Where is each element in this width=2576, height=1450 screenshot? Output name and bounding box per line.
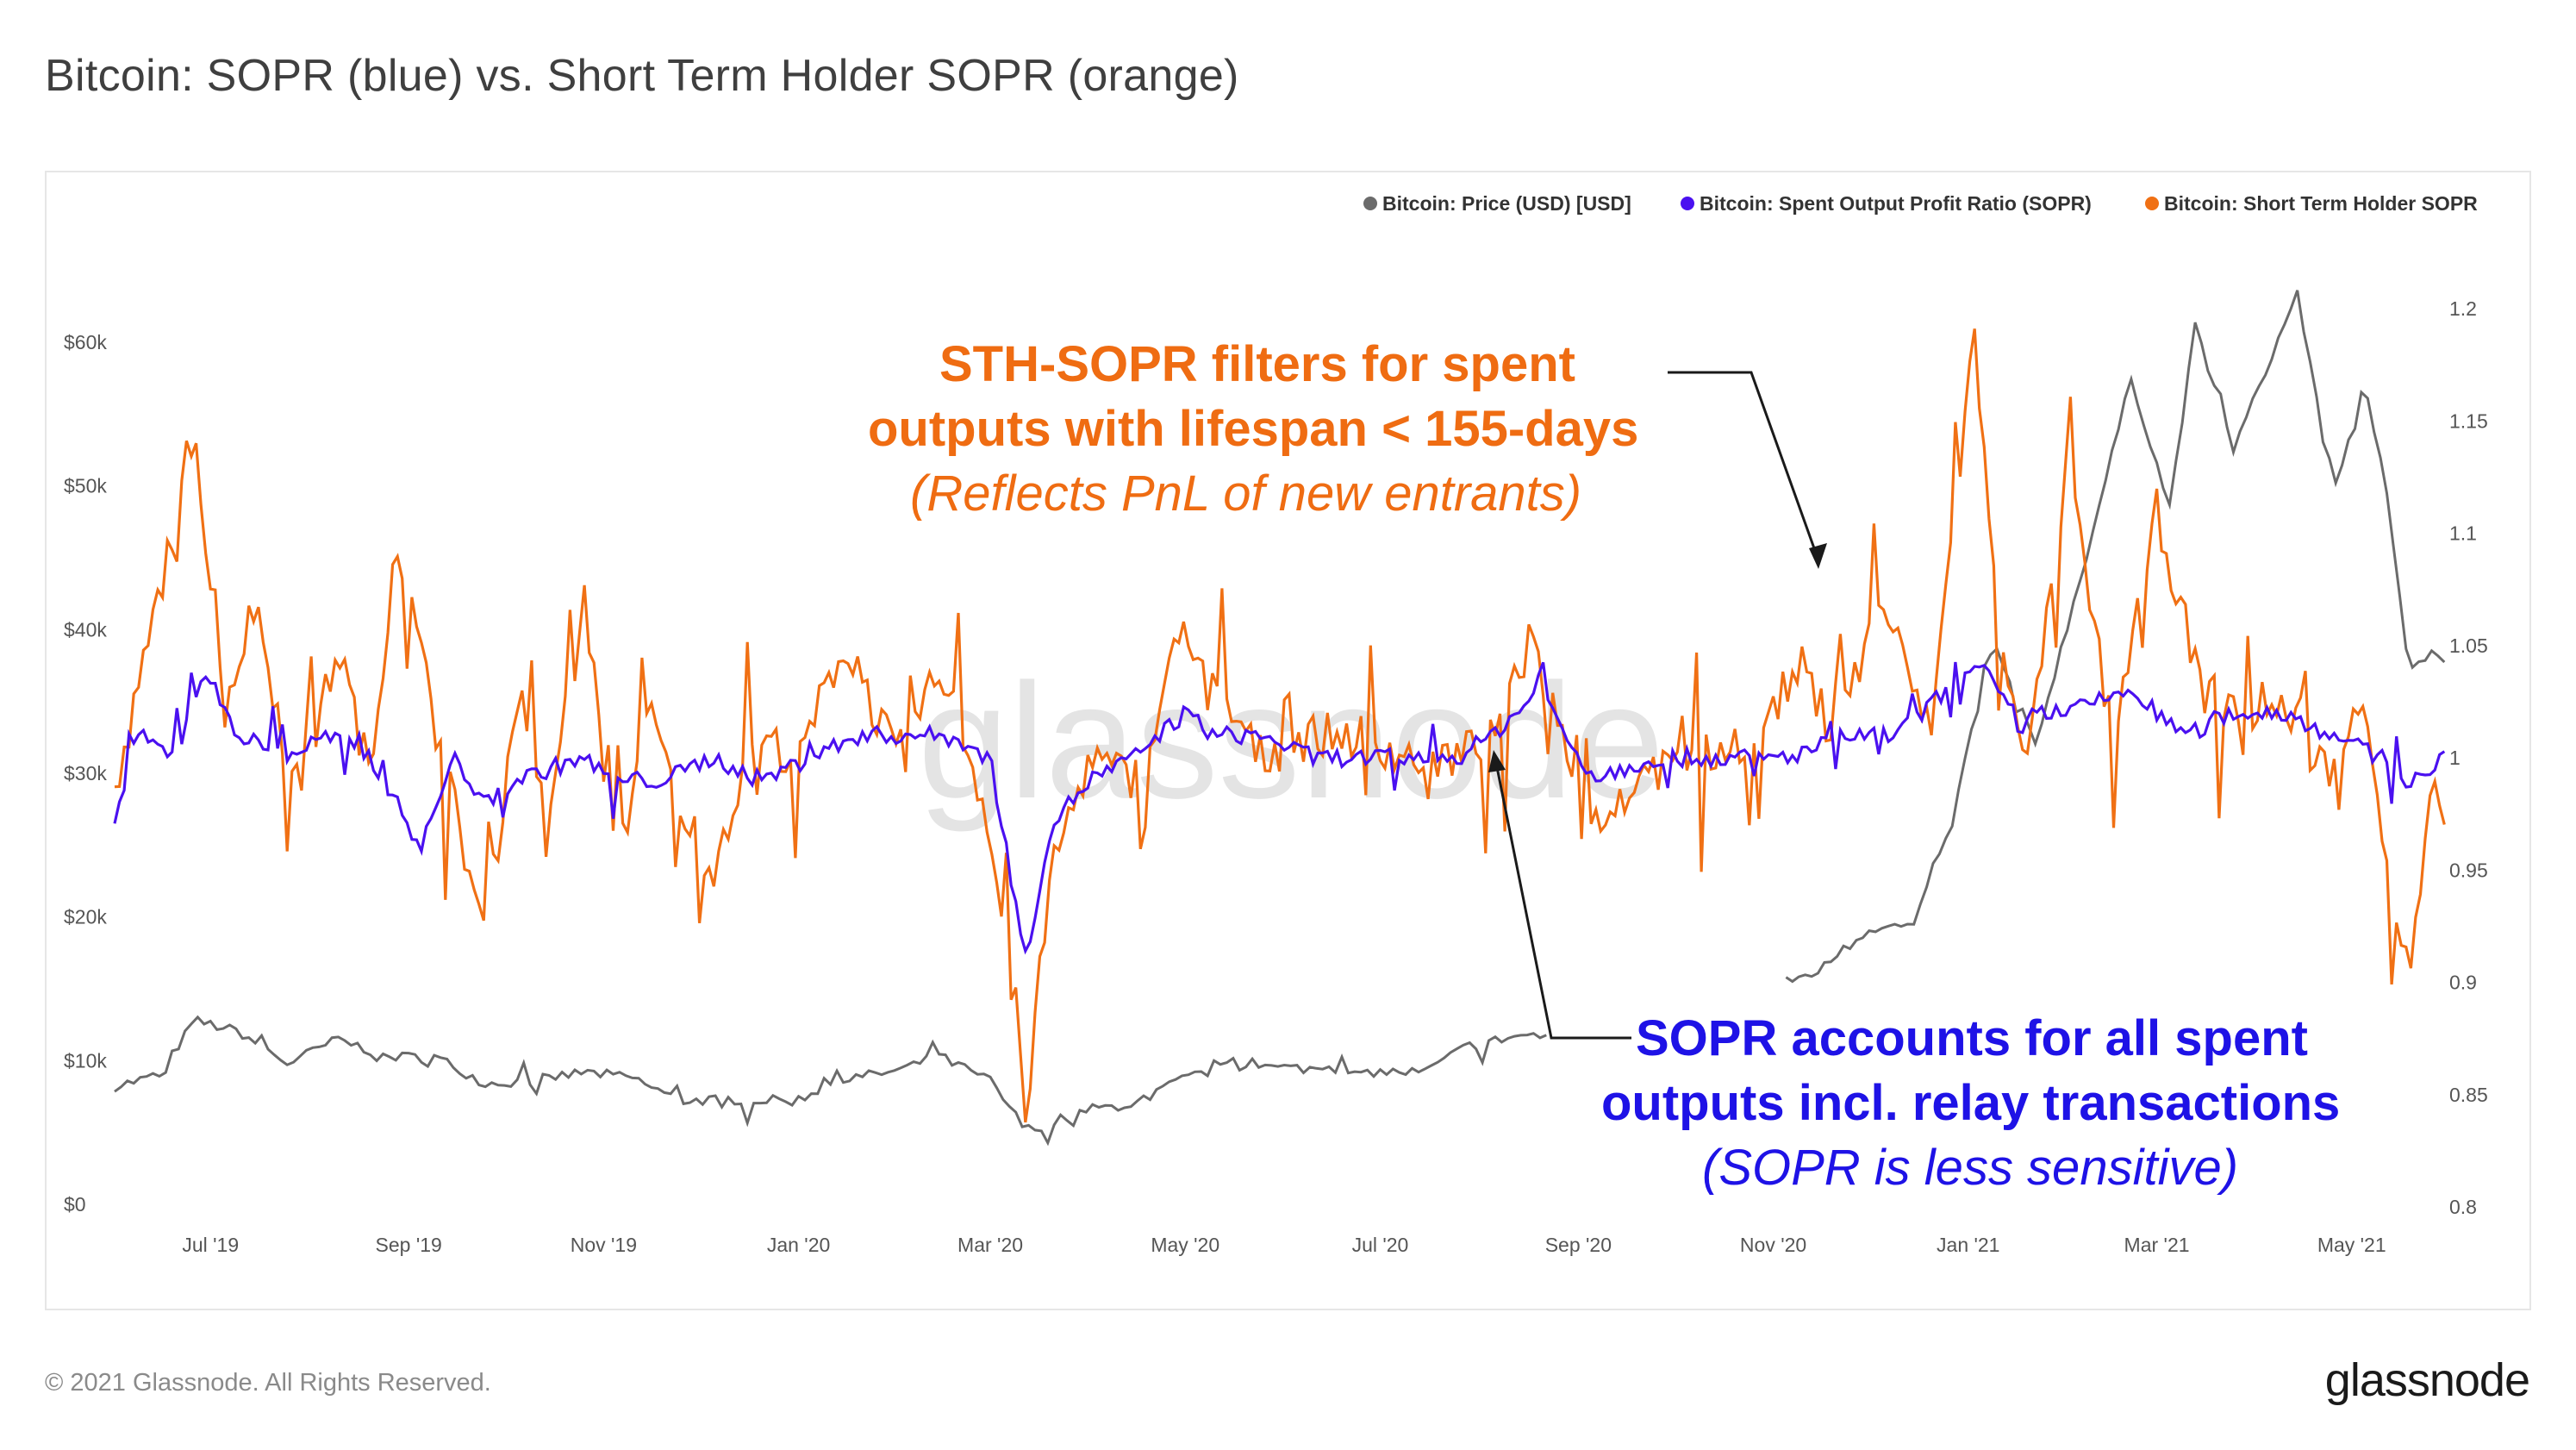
x-tick-label: Jul '19	[182, 1234, 239, 1256]
series-sopr-line	[113, 661, 2446, 955]
x-tick-label: Nov '20	[1740, 1234, 1806, 1256]
watermark: glassnode	[918, 650, 1664, 833]
y-right-tick-label: 0.95	[2449, 859, 2488, 881]
x-tick-label: Mar '20	[957, 1234, 1023, 1256]
legend-price-label: Bitcoin: Price (USD) [USD]	[1382, 192, 1631, 215]
y-right-tick-label: 1.2	[2449, 297, 2477, 320]
series-price-line	[114, 1015, 1547, 1147]
y-right-tick-label: 1.15	[2449, 409, 2488, 432]
y-left-tick-label: $0	[64, 1193, 86, 1216]
series-price-line	[1785, 290, 2446, 984]
x-tick-label: Mar '21	[2124, 1234, 2190, 1256]
y-right-tick-label: 1.1	[2449, 522, 2477, 545]
legend: Bitcoin: Price (USD) [USD] Bitcoin: Spen…	[1363, 192, 2478, 215]
y-right-tick-label: 1.05	[2449, 634, 2488, 657]
y-right-tick-label: 0.85	[2449, 1084, 2488, 1106]
sth-arrow-line	[1668, 371, 1820, 561]
x-tick-label: May '21	[2317, 1234, 2386, 1256]
x-tick-label: Jan '20	[767, 1234, 830, 1256]
sopr-arrow-head	[1488, 750, 1506, 772]
y-left-tick-label: $60k	[64, 331, 107, 353]
y-left-tick-label: $50k	[64, 475, 107, 497]
y-right-tick-label: 0.9	[2449, 972, 2477, 994]
sth-annotation: STH-SOPR filters for spent outputs with …	[868, 336, 1827, 569]
y-left-tick-label: $40k	[64, 618, 107, 641]
x-tick-label: Nov '19	[571, 1234, 637, 1256]
sth-annotation-line2: outputs with lifespan < 155-days	[868, 401, 1638, 457]
y-left-tick-label: $10k	[64, 1049, 107, 1072]
sth-arrow-head	[1809, 543, 1827, 569]
sopr-annotation-line2: outputs incl. relay transactions	[1601, 1075, 2340, 1131]
footer-logo: glassnode	[2324, 1354, 2530, 1406]
y-right-tick-label: 1	[2449, 747, 2461, 769]
x-tick-label: Sep '19	[376, 1234, 442, 1256]
sth-annotation-line1: STH-SOPR filters for spent	[939, 336, 1575, 392]
legend-price-dot	[1363, 197, 1377, 210]
sopr-annotation: SOPR accounts for all spent outputs incl…	[1488, 750, 2340, 1196]
legend-sopr-label: Bitcoin: Spent Output Profit Ratio (SOPR…	[1700, 192, 2092, 215]
y-right-tick-label: 0.8	[2449, 1196, 2477, 1218]
sopr-annotation-line1: SOPR accounts for all spent	[1636, 1010, 2308, 1066]
legend-sopr-dot	[1681, 197, 1694, 210]
sth-annotation-line3: (Reflects PnL of new entrants)	[910, 466, 1581, 522]
series-sth-sopr-line	[114, 328, 2446, 1123]
y-left-tick-label: $20k	[64, 906, 107, 928]
legend-sth-dot	[2145, 197, 2159, 210]
sopr-arrow-line	[1494, 758, 1631, 1040]
axes: Jul '19 Sep '19 Nov '19 Jan '20 Mar '20 May '…	[64, 297, 2488, 1256]
legend-sth-label: Bitcoin: Short Term Holder SOPR	[2164, 192, 2478, 215]
x-tick-label: Sep '20	[1545, 1234, 1612, 1256]
footer-copyright: © 2021 Glassnode. All Rights Reserved.	[45, 1369, 491, 1397]
x-tick-label: Jan '21	[1937, 1234, 1999, 1256]
x-tick-label: Jul '20	[1352, 1234, 1409, 1256]
sopr-annotation-line3: (SOPR is less sensitive)	[1702, 1140, 2238, 1196]
y-left-tick-label: $30k	[64, 762, 107, 784]
x-tick-label: May '20	[1151, 1234, 1219, 1256]
series-layer	[113, 290, 2446, 1147]
chart-title: Bitcoin: SOPR (blue) vs. Short Term Hold…	[45, 51, 1239, 101]
